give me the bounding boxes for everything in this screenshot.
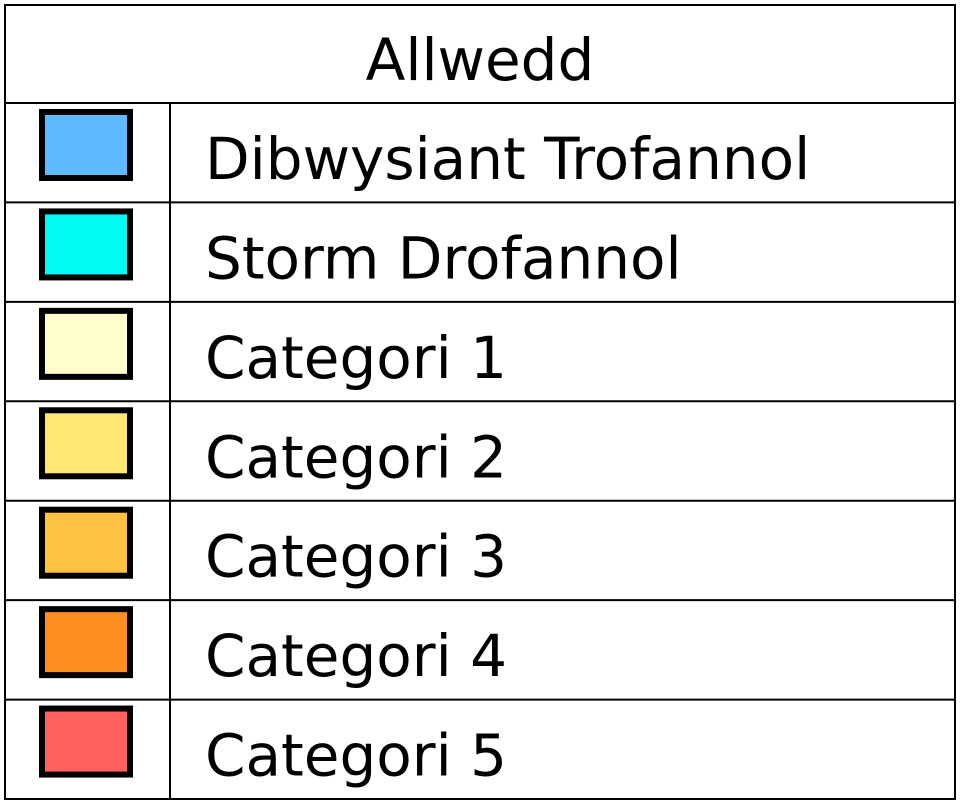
color-swatch (39, 506, 133, 579)
color-swatch (39, 307, 133, 380)
legend-label: Categori 3 (205, 523, 507, 591)
color-swatch (39, 606, 133, 679)
color-swatch (39, 208, 133, 281)
color-swatch (39, 407, 133, 480)
color-swatch (39, 109, 133, 181)
legend-label: Dibwysiant Trofannol (205, 125, 810, 193)
legend-label: Storm Drofannol (205, 224, 682, 292)
legend-label: Categori 5 (205, 722, 507, 790)
legend-label: Categori 4 (205, 622, 507, 690)
legend-label: Categori 1 (205, 324, 507, 392)
legend-title: Allwedd (366, 26, 595, 94)
legend-label: Categori 2 (205, 423, 507, 491)
color-swatch (39, 705, 133, 778)
